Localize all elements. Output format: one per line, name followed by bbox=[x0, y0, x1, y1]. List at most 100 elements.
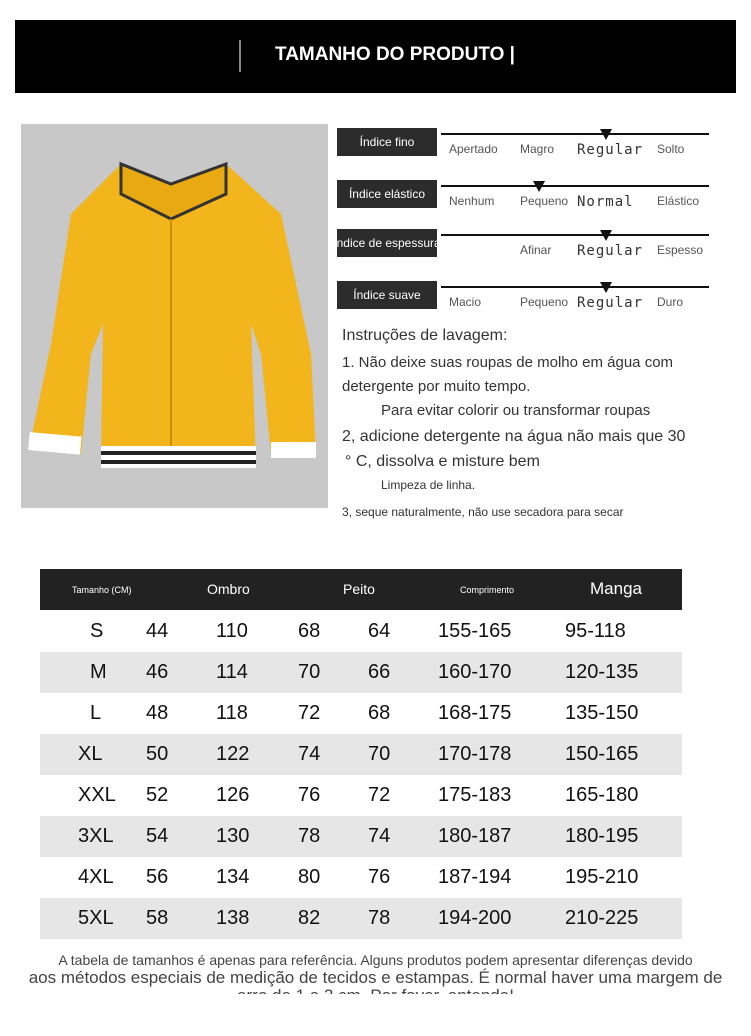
index-label: Índice fino bbox=[337, 128, 437, 156]
table-cell: 110 bbox=[216, 620, 248, 642]
scale-line bbox=[441, 234, 709, 236]
table-cell: 74 bbox=[368, 825, 391, 847]
scale-line bbox=[441, 185, 709, 187]
table-cell: 130 bbox=[216, 825, 250, 847]
table-row: 5XL 58 138 82 78 194-200 210-225 bbox=[40, 898, 682, 939]
table-row: M 46 114 70 66 160-170 120-135 bbox=[40, 652, 682, 693]
table-cell: 4XL bbox=[78, 866, 114, 888]
table-cell: 135-150 bbox=[565, 702, 639, 724]
table-cell: L bbox=[90, 702, 102, 724]
table-cell: 126 bbox=[216, 784, 250, 806]
table-cell: 194-200 bbox=[438, 907, 512, 929]
table-cell: 187-194 bbox=[438, 866, 512, 888]
table-cell: 74 bbox=[298, 743, 321, 765]
table-cell: XL bbox=[78, 743, 103, 765]
table-cell: 160-170 bbox=[438, 661, 512, 683]
index-option: Regular bbox=[577, 295, 644, 311]
table-cell: 68 bbox=[298, 620, 321, 642]
title-banner: TAMANHO DO PRODUTO | bbox=[15, 20, 736, 93]
wash-line: 1. Não deixe suas roupas de molho em águ… bbox=[342, 354, 674, 371]
marker-triangle-icon bbox=[600, 282, 612, 293]
index-option: Macio bbox=[449, 295, 482, 309]
header-size: Tamanho (CM) bbox=[72, 585, 132, 595]
index-option: Pequeno bbox=[520, 194, 569, 208]
index-option: Espesso bbox=[657, 243, 704, 257]
scale-line bbox=[441, 286, 709, 288]
table-cell: 122 bbox=[216, 743, 250, 765]
table-cell: 54 bbox=[146, 825, 169, 847]
wash-line: 3, seque naturalmente, não use secadora … bbox=[342, 505, 624, 519]
disclaimer-note: A tabela de tamanhos é apenas para refer… bbox=[58, 952, 693, 968]
marker-triangle-icon bbox=[600, 129, 612, 140]
table-cell: 70 bbox=[368, 743, 391, 765]
table-cell: 50 bbox=[146, 743, 169, 765]
table-cell: 80 bbox=[298, 866, 321, 888]
header-length: Comprimento bbox=[460, 585, 515, 595]
table-row: S 44 110 68 64 155-165 95-118 bbox=[40, 611, 682, 652]
index-label: Índice elástico bbox=[337, 180, 437, 208]
jacket-photo bbox=[21, 124, 328, 508]
table-cell: 3XL bbox=[78, 825, 114, 847]
table-cell: 180-195 bbox=[565, 825, 639, 847]
marker-triangle-icon bbox=[600, 230, 612, 241]
wash-title: Instruções de lavagem: bbox=[342, 327, 508, 344]
table-cell: 134 bbox=[216, 866, 250, 888]
table-cell: 95-118 bbox=[565, 620, 626, 642]
index-option: Apertado bbox=[449, 142, 498, 156]
wash-line: 2, adicione detergente na água não mais … bbox=[342, 428, 686, 445]
table-cell: 76 bbox=[368, 866, 391, 888]
table-cell: 138 bbox=[216, 907, 250, 929]
index-option: Afinar bbox=[520, 243, 552, 257]
table-cell: 78 bbox=[368, 907, 391, 929]
table-cell: 195-210 bbox=[565, 866, 639, 888]
table-cell: 56 bbox=[146, 866, 169, 888]
table-row: L 48 118 72 68 168-175 135-150 bbox=[40, 693, 682, 734]
wash-line: Para evitar colorir ou transformar roupa… bbox=[381, 402, 651, 419]
index-option: Normal bbox=[577, 194, 634, 210]
wash-line: detergente por muito tempo. bbox=[342, 378, 531, 395]
index-option: Regular bbox=[577, 142, 644, 158]
table-cell: 120-135 bbox=[565, 661, 639, 683]
header-chest: Peito bbox=[343, 581, 375, 597]
index-option: Elástico bbox=[657, 194, 700, 208]
table-cell: 210-225 bbox=[565, 907, 639, 929]
table-cell: 150-165 bbox=[565, 743, 639, 765]
table-cell: 68 bbox=[368, 702, 391, 724]
disclaimer-note: erro de 1 a 3 cm. Por favor, entenda! bbox=[0, 986, 751, 994]
table-cell: 5XL bbox=[78, 907, 114, 929]
index-label: Índice suave bbox=[337, 281, 437, 309]
table-row: XL 50 122 74 70 170-178 150-165 bbox=[40, 734, 682, 775]
table-header: Tamanho (CM) Ombro Peito Comprimento Man… bbox=[40, 569, 682, 610]
table-cell: 180-187 bbox=[438, 825, 512, 847]
disclaimer-note: aos métodos especiais de medição de teci… bbox=[28, 968, 723, 987]
table-cell: 170-178 bbox=[438, 743, 512, 765]
table-cell: 70 bbox=[298, 661, 321, 683]
scale-line bbox=[441, 133, 709, 135]
header-shoulder: Ombro bbox=[207, 581, 250, 597]
table-cell: 118 bbox=[216, 702, 248, 724]
table-row: XXL 52 126 76 72 175-183 165-180 bbox=[40, 775, 682, 816]
table-cell: XXL bbox=[78, 784, 116, 806]
table-cell: 66 bbox=[368, 661, 391, 683]
wash-line: Limpeza de linha. bbox=[381, 478, 476, 492]
table-cell: 58 bbox=[146, 907, 169, 929]
wash-line: ° C, dissolva e misture bem bbox=[345, 453, 540, 470]
table-cell: 78 bbox=[298, 825, 321, 847]
table-cell: 82 bbox=[298, 907, 321, 929]
table-cell: S bbox=[90, 620, 104, 642]
table-cell: 175-183 bbox=[438, 784, 512, 806]
banner-title: TAMANHO DO PRODUTO | bbox=[275, 44, 515, 65]
table-cell: 48 bbox=[146, 702, 169, 724]
table-cell: 52 bbox=[146, 784, 169, 806]
table-cell: 165-180 bbox=[565, 784, 639, 806]
table-row: 4XL 56 134 80 76 187-194 195-210 bbox=[40, 857, 682, 898]
header-sleeve: Manga bbox=[590, 579, 642, 598]
table-cell: 46 bbox=[146, 661, 169, 683]
table-cell: 72 bbox=[298, 702, 321, 724]
table-cell: 114 bbox=[216, 661, 248, 683]
table-cell: 44 bbox=[146, 620, 169, 642]
divider bbox=[239, 40, 241, 72]
table-cell: 64 bbox=[368, 620, 391, 642]
table-cell: 155-165 bbox=[438, 620, 512, 642]
